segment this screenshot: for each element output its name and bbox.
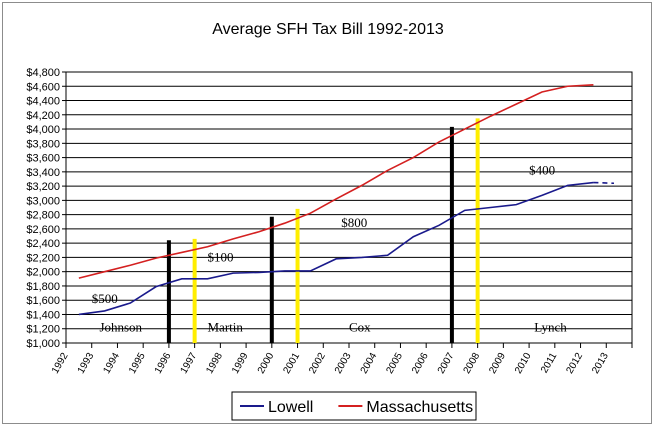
y-tick-label: $1,200: [26, 324, 60, 336]
x-tick-label: 2000: [256, 351, 277, 376]
legend-label: Lowell: [268, 399, 313, 416]
x-tick-label: 1999: [230, 351, 251, 376]
x-tick-label: 2002: [307, 351, 328, 376]
y-tick-label: $1,000: [26, 338, 60, 350]
x-tick-label: 2008: [462, 351, 483, 376]
x-tick-label: 2012: [564, 351, 585, 376]
legend: Lowell Massachusetts: [231, 391, 477, 421]
chart-title: Average SFH Tax Bill 1992-2013: [212, 21, 444, 38]
y-tick-label: $3,000: [26, 195, 60, 207]
y-tick-label: $2,800: [26, 210, 60, 222]
y-tick-label: $4,600: [26, 81, 60, 93]
annotation: Martin: [208, 320, 244, 335]
x-tick-label: 1998: [204, 351, 225, 376]
y-tick-label: $4,400: [26, 96, 60, 108]
y-tick-label: $2,400: [26, 238, 60, 250]
y-tick-label: $3,800: [26, 138, 60, 150]
x-tick-label: 2006: [410, 351, 431, 376]
annotation: $100: [208, 250, 234, 265]
y-tick-label: $1,600: [26, 295, 60, 307]
x-tick-label: 1997: [179, 351, 200, 376]
x-tick-label: 1992: [50, 351, 71, 376]
x-tick-label: 1995: [127, 351, 148, 376]
annotation: Cox: [349, 320, 371, 335]
y-tick-label: $1,800: [26, 281, 60, 293]
series-line-lowell: [78, 181, 594, 316]
x-tick-label: 2005: [384, 351, 405, 376]
x-tick-label: 2010: [513, 351, 534, 376]
plot-area: $1,000 $1,200 $1,400 $1,600 $1,800 $2,000 $2,2…: [26, 67, 633, 376]
annotation: $400: [529, 163, 555, 178]
x-tick-label: 2007: [436, 351, 457, 376]
x-tick-label: 2004: [359, 351, 380, 376]
annotation: Lynch: [534, 320, 567, 335]
series-line-massachusetts: [78, 84, 594, 279]
y-tick-label: $3,200: [26, 181, 60, 193]
y-tick-label: $4,200: [26, 110, 60, 122]
x-tick-label: 1994: [101, 351, 122, 376]
x-tick-label: 2003: [333, 351, 354, 376]
x-tick-label: 2009: [487, 351, 508, 376]
y-tick-label: $2,000: [26, 267, 60, 279]
x-tick-label: 1996: [153, 351, 174, 376]
annotation: $500: [92, 291, 118, 306]
y-tick-label: $4,000: [26, 124, 60, 136]
x-tick-label: 2011: [539, 351, 559, 376]
y-tick-label: $4,800: [26, 67, 60, 79]
y-tick-label: $2,200: [26, 252, 60, 264]
y-tick-label: $2,600: [26, 224, 60, 236]
y-tick-label: $1,400: [26, 309, 60, 321]
x-tick-label: 1993: [76, 351, 97, 376]
plot-border: [65, 71, 633, 344]
legend-label: Massachusetts: [366, 399, 473, 416]
x-tick-label: 2001: [281, 351, 302, 376]
y-tick-label: $3,600: [26, 153, 60, 165]
series-projection-lowell: [593, 181, 615, 185]
annotation: $800: [341, 215, 367, 230]
annotation: Johnson: [99, 320, 142, 335]
y-tick-label: $3,400: [26, 167, 60, 179]
x-tick-label: 2013: [590, 351, 611, 376]
